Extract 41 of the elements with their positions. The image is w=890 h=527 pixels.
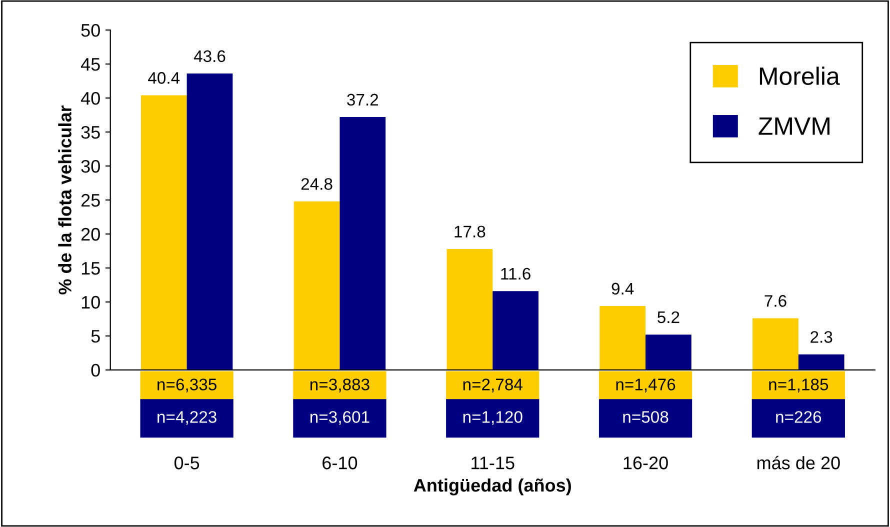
text: n=226 [776,411,822,423]
legend-label: Morelia [760,66,840,86]
y-tick-label: 0 [91,364,100,377]
bar [798,354,844,370]
text: n=508 [623,411,668,423]
x-tick-label: 0-5 [174,456,200,470]
data-label: 37.2 [347,94,378,106]
y-axis-title: % de la flota vehicular [58,105,72,294]
y-tick-label: 40 [80,92,100,105]
data-label: 7.6 [764,295,786,307]
y-tick-label: 20 [81,228,100,241]
data-label: 17.8 [454,226,486,238]
y-tick-label: 35 [81,126,100,139]
y-tick-label: 10 [82,296,100,309]
y-tick-label: 30 [81,160,100,173]
data-label: 9.4 [612,282,634,295]
legend-label: ZMVM [758,118,830,135]
text: n=4,223 [158,411,216,425]
data-label: 2.3 [810,331,832,343]
x-tick-label: 6-10 [322,456,358,470]
data-label: 24.8 [301,178,332,190]
data-label: 40.4 [148,72,180,84]
y-tick-label: 5 [91,330,100,343]
x-tick-label: 11-15 [472,456,514,470]
x-tick-label: más de 20 [757,456,840,470]
text: n=6,335 [158,378,216,392]
x-tick-label: 16-20 [624,456,668,470]
x-axis-title: Antigüedad (años) [414,478,571,496]
text: n=1,476 [616,378,676,392]
data-label: 43.6 [194,50,226,62]
data-label: 5.2 [658,311,680,324]
text: n=3,601 [310,411,370,425]
y-tick-label: 50 [81,24,100,37]
y-tick-label: 45 [80,58,100,71]
data-label: 11.6 [501,268,530,280]
text: n=1,120 [463,411,522,425]
y-tick-label: 25 [81,194,100,207]
text: n=3,883 [310,378,370,392]
y-tick-label: 15 [82,262,100,275]
text: n=1,185 [769,378,828,392]
text: n=2,784 [463,378,522,392]
